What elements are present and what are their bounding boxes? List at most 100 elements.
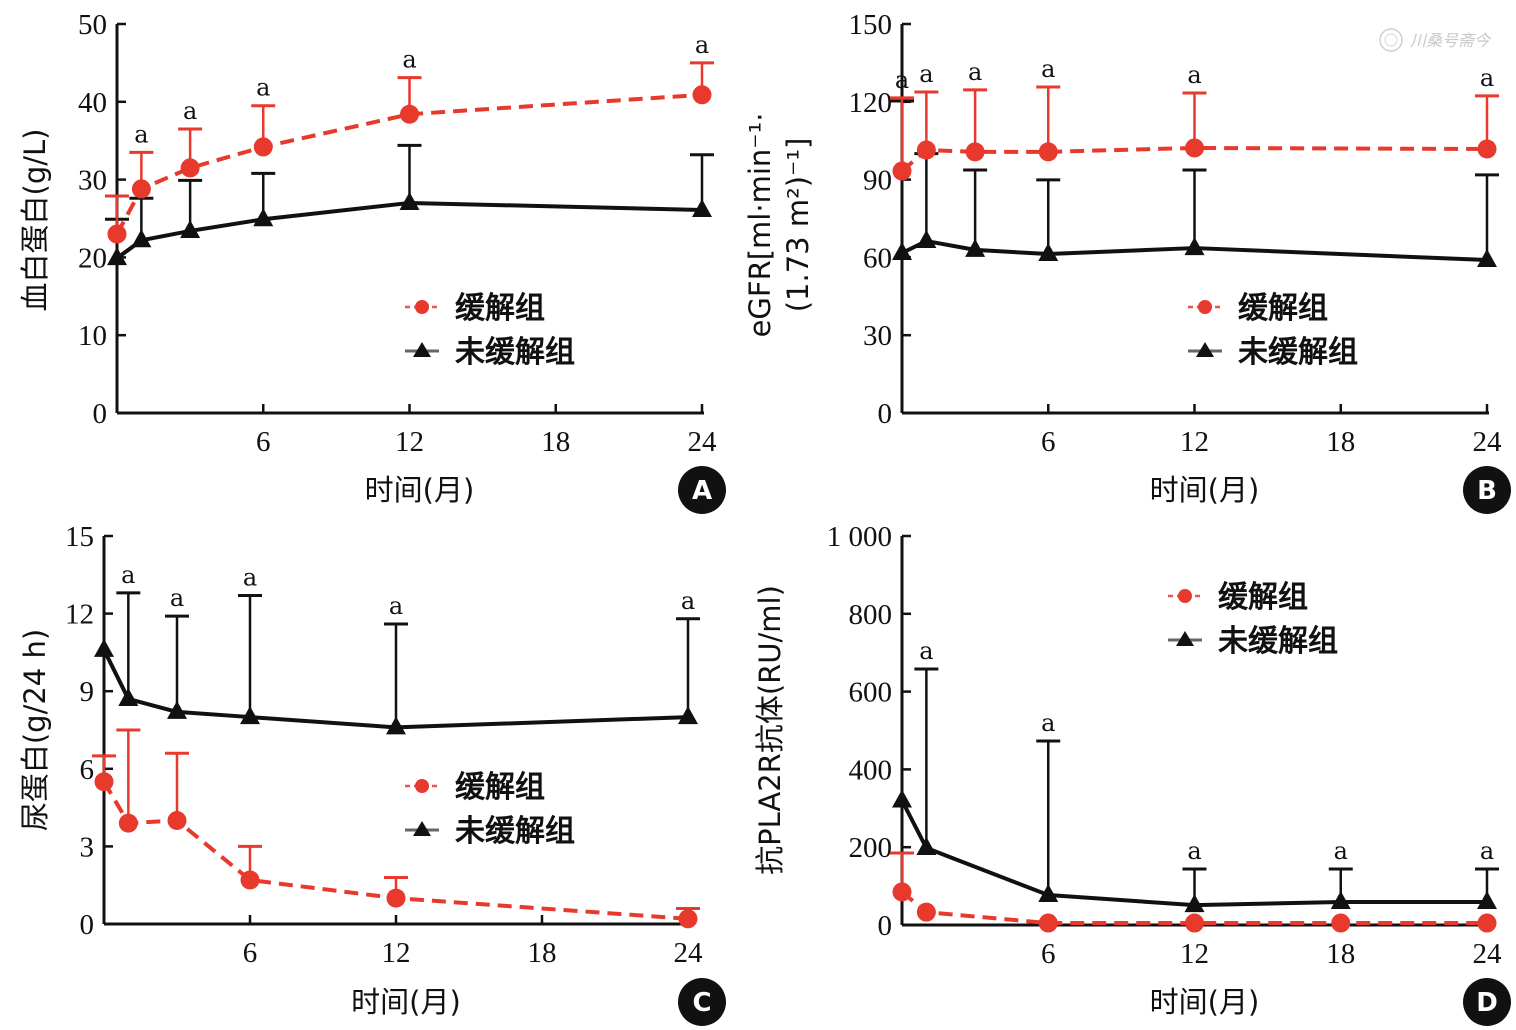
x-axis-title: 时间(月) xyxy=(365,473,475,507)
significance-label: a xyxy=(895,66,909,94)
watermark-text: 川桑号斋今 xyxy=(1410,31,1492,50)
data-point xyxy=(892,789,912,808)
significance-label: a xyxy=(183,97,197,125)
legend-label-non-remission: 未缓解组 xyxy=(455,814,575,849)
x-tick-label: 12 xyxy=(1180,938,1209,970)
legend-label-remission: 缓解组 xyxy=(1218,580,1308,615)
data-point xyxy=(692,85,712,105)
data-point xyxy=(1038,913,1058,933)
series-line xyxy=(115,92,703,236)
legend-label-non-remission: 未缓解组 xyxy=(1238,335,1358,370)
data-point xyxy=(399,191,420,210)
data-point xyxy=(1184,237,1205,256)
data-point xyxy=(400,104,419,124)
y-axis-title: eGFR[ml·min⁻¹· xyxy=(743,113,777,338)
y-tick-label: 30 xyxy=(78,165,107,197)
panel-d: 0 200 400 600 800 1 000 6 12 18 24 时间(月) 抗PLA2R抗体(R… xyxy=(753,521,1511,1026)
legend-marker-remission xyxy=(415,300,429,314)
data-point xyxy=(118,813,138,833)
seal-logo-inner xyxy=(1384,33,1398,47)
y-axis-title: 抗PLA2R抗体(RU/ml) xyxy=(753,585,787,875)
x-tick-label: 12 xyxy=(1180,426,1209,458)
data-point xyxy=(167,811,187,831)
data-point xyxy=(118,687,139,706)
y-tick-label: 12 xyxy=(65,599,94,631)
series-non_remission xyxy=(892,667,1499,913)
legend-marker-non-remission xyxy=(1176,631,1194,646)
panel-b: 0 30 60 90 120 150 6 12 18 24 时间(月) eGFR[ml·min⁻¹·(… xyxy=(743,9,1511,514)
y-tick-label: 120 xyxy=(849,87,893,119)
significance-label: a xyxy=(256,74,270,102)
legend-marker-remission xyxy=(1198,300,1212,314)
panel-letter: C xyxy=(692,988,711,1018)
series-line xyxy=(102,648,689,730)
legend-marker-remission xyxy=(1178,589,1192,603)
data-point xyxy=(180,219,201,238)
significance-label: a xyxy=(681,587,695,615)
data-point xyxy=(916,902,936,922)
y-tick-label: 60 xyxy=(863,242,892,274)
data-point xyxy=(916,140,936,160)
data-point xyxy=(94,638,114,657)
x-tick-label: 12 xyxy=(395,426,424,458)
data-point xyxy=(131,229,152,248)
y-tick-label: 40 xyxy=(78,87,107,119)
significance-label: a xyxy=(1187,61,1201,89)
data-point xyxy=(678,909,698,929)
legend-label-remission: 缓解组 xyxy=(455,770,545,805)
data-point xyxy=(1331,913,1351,933)
significance-label: a xyxy=(1041,709,1055,737)
panel-letter-badge xyxy=(678,978,726,1026)
data-point xyxy=(1038,243,1059,262)
x-tick-label: 24 xyxy=(674,937,704,969)
significance-label: a xyxy=(134,120,148,148)
significance-label: a xyxy=(389,592,403,620)
y-axis-title: 血白蛋白(g/L) xyxy=(18,129,52,312)
y-tick-label: 0 xyxy=(878,910,893,942)
x-tick-label: 24 xyxy=(688,426,718,458)
data-point xyxy=(253,137,273,157)
significance-label: a xyxy=(1480,64,1494,92)
seal-logo-icon xyxy=(1379,28,1403,52)
y-tick-label: 15 xyxy=(65,521,94,553)
panel-letter: B xyxy=(1477,476,1497,506)
legend-marker-non-remission xyxy=(413,342,431,357)
data-point xyxy=(240,706,260,725)
data-point xyxy=(253,208,274,227)
panel-letter: D xyxy=(1476,988,1498,1018)
x-axis-title: 时间(月) xyxy=(351,985,461,1019)
data-point xyxy=(965,142,985,162)
panel-c: 0 3 6 9 12 15 6 12 18 24 时间(月) 尿蛋白(g/24 h) a a a a a 缓解组未… xyxy=(18,521,726,1026)
data-point xyxy=(1184,894,1205,913)
panel-letter-badge xyxy=(1463,466,1511,514)
y-tick-label: 6 xyxy=(80,754,95,786)
significance-label: a xyxy=(1480,837,1494,865)
data-point xyxy=(1477,891,1497,910)
data-point xyxy=(916,836,937,855)
x-tick-label: 18 xyxy=(1326,938,1355,970)
x-tick-label: 18 xyxy=(528,937,557,969)
panel-letter-badge xyxy=(1463,978,1511,1026)
x-axis-title: 时间(月) xyxy=(1150,985,1260,1019)
data-point xyxy=(94,772,114,792)
legend-marker-remission xyxy=(415,779,429,793)
x-tick-label: 6 xyxy=(243,937,258,969)
y-tick-label: 200 xyxy=(849,832,893,864)
x-tick-label: 6 xyxy=(1041,938,1056,970)
y-tick-label: 9 xyxy=(80,676,95,708)
x-axis-title: 时间(月) xyxy=(1150,473,1260,507)
data-point xyxy=(240,870,260,890)
legend-label-remission: 缓解组 xyxy=(455,291,545,326)
x-tick-label: 24 xyxy=(1473,426,1503,458)
legend-label-non-remission: 未缓解组 xyxy=(1218,624,1338,659)
y-tick-label: 0 xyxy=(93,398,108,430)
data-point xyxy=(678,706,698,725)
legend-label-non-remission: 未缓解组 xyxy=(455,335,575,370)
legend-marker-non-remission xyxy=(413,821,431,836)
series-remission xyxy=(92,728,700,929)
